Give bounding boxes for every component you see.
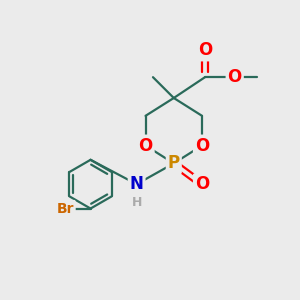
Text: O: O xyxy=(228,68,242,86)
Text: N: N xyxy=(130,175,144,193)
Text: O: O xyxy=(138,136,153,154)
Text: O: O xyxy=(198,41,212,59)
Text: O: O xyxy=(195,136,209,154)
Text: P: P xyxy=(168,154,180,172)
Text: O: O xyxy=(195,175,209,193)
Text: Br: Br xyxy=(56,202,74,216)
Text: H: H xyxy=(131,196,142,208)
